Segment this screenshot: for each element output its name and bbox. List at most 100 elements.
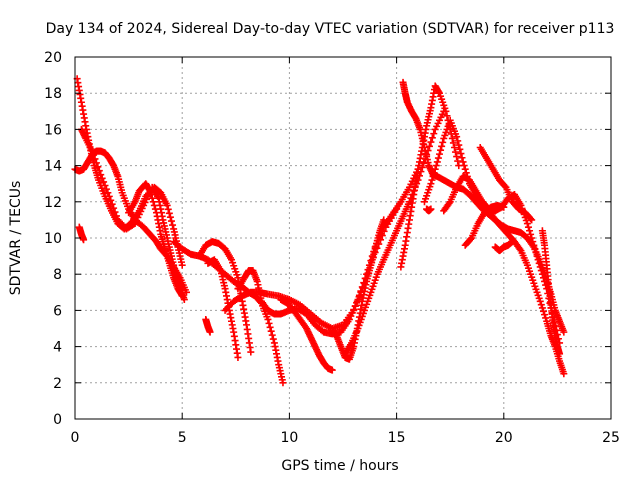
data-point xyxy=(151,205,159,213)
data-point xyxy=(102,185,110,193)
data-point xyxy=(457,150,465,158)
data-point xyxy=(437,146,445,154)
y-tick-label: 18 xyxy=(44,86,62,102)
data-points xyxy=(71,75,568,387)
series-arc-1 xyxy=(71,147,190,296)
data-point xyxy=(453,153,461,161)
data-point xyxy=(541,311,549,319)
data-point xyxy=(101,182,109,190)
data-point xyxy=(500,203,508,211)
data-point xyxy=(445,199,453,207)
x-tick-label: 15 xyxy=(388,430,406,446)
data-point xyxy=(180,296,188,304)
data-point xyxy=(516,245,524,253)
data-point xyxy=(536,297,544,305)
y-tick-label: 14 xyxy=(44,159,62,175)
data-point xyxy=(328,366,336,374)
data-point xyxy=(541,277,549,285)
data-point xyxy=(147,191,155,199)
data-point xyxy=(430,169,438,177)
data-point xyxy=(130,220,138,228)
y-tick-label: 8 xyxy=(53,267,62,283)
series-arc-5 xyxy=(125,180,186,300)
y-tick-label: 10 xyxy=(44,231,62,247)
data-point xyxy=(537,301,545,309)
data-point xyxy=(353,299,361,307)
data-point xyxy=(425,142,433,150)
data-point xyxy=(94,163,102,171)
x-tick-label: 10 xyxy=(280,430,298,446)
series-arc-20 xyxy=(461,201,508,249)
data-point xyxy=(264,315,272,323)
data-point xyxy=(534,256,542,264)
y-tick-label: 4 xyxy=(53,340,62,356)
data-point xyxy=(146,187,154,195)
data-point xyxy=(97,171,105,179)
data-point xyxy=(92,159,100,167)
data-point xyxy=(166,213,174,221)
data-point xyxy=(110,204,118,212)
data-point xyxy=(454,137,462,145)
data-point xyxy=(528,216,536,224)
y-tick-label: 6 xyxy=(53,303,62,319)
data-point xyxy=(560,370,568,378)
data-point xyxy=(524,223,532,231)
data-point xyxy=(347,312,355,320)
x-tick-label: 25 xyxy=(602,430,620,446)
data-point xyxy=(501,182,509,190)
data-point xyxy=(532,248,540,256)
data-point xyxy=(450,144,458,151)
data-point xyxy=(149,198,157,206)
data-point xyxy=(178,292,186,300)
data-point xyxy=(418,163,426,171)
axes: 0 5 10 15 20 25 0 2 4 6 8 10 12 14 16 18 20 xyxy=(44,50,620,446)
data-point xyxy=(439,138,447,146)
data-point xyxy=(431,165,439,173)
data-point xyxy=(107,196,115,204)
data-point xyxy=(111,208,119,216)
data-point xyxy=(351,302,359,310)
data-point xyxy=(560,328,568,336)
data-point xyxy=(427,180,435,188)
data-point xyxy=(88,147,96,155)
y-tick-label: 12 xyxy=(44,195,62,211)
data-point xyxy=(459,158,467,166)
data-point xyxy=(266,323,274,331)
data-point xyxy=(206,328,214,336)
x-tick-label: 0 xyxy=(71,430,80,446)
data-point xyxy=(345,315,353,323)
data-point xyxy=(526,227,534,235)
data-point xyxy=(455,141,463,149)
data-point xyxy=(508,238,516,246)
data-point xyxy=(434,154,442,162)
y-tick-label: 0 xyxy=(53,412,62,428)
data-point xyxy=(538,270,546,278)
data-point xyxy=(104,189,112,197)
data-point xyxy=(91,155,99,163)
data-point xyxy=(527,230,535,238)
data-point xyxy=(148,194,156,202)
data-point xyxy=(167,217,175,225)
data-point xyxy=(165,209,173,217)
data-point xyxy=(539,274,547,282)
y-tick-label: 20 xyxy=(44,50,62,66)
series-arc-16 xyxy=(397,82,463,271)
data-point xyxy=(234,353,242,361)
data-point xyxy=(432,162,440,170)
data-point xyxy=(112,212,120,220)
data-point xyxy=(456,145,464,153)
data-point xyxy=(435,150,443,158)
data-point xyxy=(279,379,287,387)
data-point xyxy=(169,221,177,229)
data-point xyxy=(438,142,446,150)
data-point xyxy=(556,350,564,358)
data-point xyxy=(247,348,255,356)
data-point xyxy=(467,235,475,243)
series-arc-22 xyxy=(491,238,516,255)
data-point xyxy=(430,130,438,138)
data-point xyxy=(448,134,456,142)
data-point xyxy=(428,176,436,184)
data-point xyxy=(265,319,273,327)
series-arc-23 xyxy=(423,205,435,215)
